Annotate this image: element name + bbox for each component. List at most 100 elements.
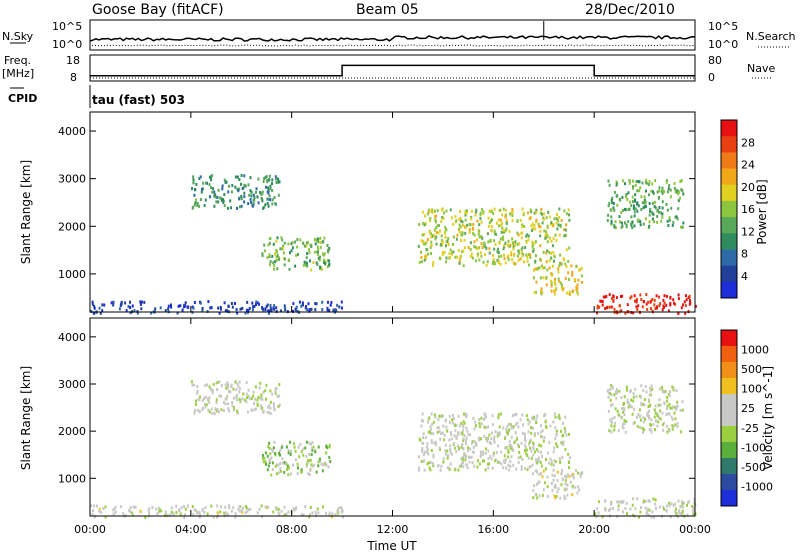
power-cell xyxy=(552,224,555,227)
velocity-cell xyxy=(632,497,635,501)
power-cell xyxy=(598,305,601,309)
power-cell xyxy=(608,183,611,187)
power-cell xyxy=(674,302,677,306)
power-cell xyxy=(604,295,607,299)
power-cell xyxy=(280,236,283,240)
power-cell xyxy=(266,202,269,205)
power-cell xyxy=(510,253,513,257)
velocity-cell xyxy=(160,509,163,513)
velocity-cell xyxy=(480,450,482,454)
power-cell xyxy=(606,219,609,222)
power-cell xyxy=(140,300,143,304)
power-cell xyxy=(526,255,529,259)
power-cell xyxy=(302,303,304,307)
power-cell xyxy=(273,264,276,268)
power-cell xyxy=(669,188,672,192)
velocity-cell xyxy=(662,505,665,509)
power-cell xyxy=(662,298,665,302)
power-cell xyxy=(553,289,556,293)
velocity-cell xyxy=(638,408,641,412)
power-cell xyxy=(501,213,504,217)
power-cell xyxy=(318,258,321,262)
colorbar-segment xyxy=(721,378,737,395)
power-cell xyxy=(553,292,556,296)
velocity-cell xyxy=(287,449,290,453)
power-cell xyxy=(493,247,496,251)
power-cell xyxy=(652,190,654,194)
power-cell xyxy=(565,212,568,216)
power-cell xyxy=(572,289,575,293)
power-cell xyxy=(272,306,275,310)
velocity-cell xyxy=(562,443,565,446)
velocity-cell xyxy=(158,509,161,513)
power-cell xyxy=(636,209,639,213)
power-cell xyxy=(187,305,190,309)
velocity-cell xyxy=(244,511,247,515)
power-cell xyxy=(563,234,566,238)
power-cell xyxy=(513,252,516,256)
velocity-cell xyxy=(540,430,543,434)
velocity-cell xyxy=(541,493,544,497)
velocity-cell xyxy=(630,405,633,408)
velocity-cell xyxy=(534,469,537,473)
velocity-cell xyxy=(256,511,259,515)
velocity-cell xyxy=(289,440,291,444)
velocity-cell xyxy=(665,508,668,512)
power-cell xyxy=(663,301,666,305)
power-cell xyxy=(271,182,273,185)
velocity-cell xyxy=(430,439,433,442)
power-cell xyxy=(236,311,239,315)
power-cell xyxy=(249,189,252,193)
velocity-cell xyxy=(450,452,453,456)
freq-trace xyxy=(90,64,695,79)
velocity-cell xyxy=(496,434,499,438)
velocity-cell xyxy=(453,434,456,438)
power-cell xyxy=(327,250,330,254)
velocity-cell xyxy=(648,428,651,432)
velocity-cell xyxy=(465,414,468,418)
power-cell xyxy=(499,262,502,266)
power-cell xyxy=(612,298,615,302)
power-cell xyxy=(496,247,499,251)
velocity-cell xyxy=(517,461,520,464)
power-cell xyxy=(422,240,425,244)
velocity-cell xyxy=(487,449,490,453)
velocity-cell xyxy=(647,405,650,408)
power-cell xyxy=(282,246,285,250)
power-cell xyxy=(668,216,671,220)
power-cell xyxy=(236,175,239,179)
power-cell xyxy=(517,249,520,253)
power-cell xyxy=(206,181,208,185)
velocity-cell xyxy=(560,471,563,475)
power-cell xyxy=(529,255,532,259)
power-cell xyxy=(435,242,438,246)
velocity-cell xyxy=(245,392,248,396)
power-cell xyxy=(580,274,583,278)
colorbar-segment xyxy=(721,152,737,170)
velocity-cell xyxy=(460,461,463,465)
velocity-cell xyxy=(204,506,207,509)
power-cell xyxy=(304,306,307,310)
velocity-cell xyxy=(653,415,656,419)
velocity-cell xyxy=(483,459,485,463)
velocity-cell xyxy=(199,395,201,399)
velocity-cell xyxy=(515,438,518,441)
velocity-cell xyxy=(642,415,645,419)
power-cell xyxy=(633,224,636,228)
power-cell xyxy=(632,311,635,315)
power-cell xyxy=(673,186,676,190)
velocity-cell xyxy=(241,510,244,514)
velocity-cell xyxy=(295,506,298,510)
power-cell xyxy=(658,295,660,299)
freq-panel-frame xyxy=(89,54,696,82)
power-cell xyxy=(210,306,213,310)
power-cell xyxy=(478,229,481,233)
power-cell xyxy=(291,246,294,250)
velocity-cell xyxy=(555,429,558,433)
velocity-cell xyxy=(316,507,319,511)
velocity-cell xyxy=(309,467,312,471)
power-cell xyxy=(260,197,263,201)
power-cell xyxy=(120,302,123,306)
velocity-cell xyxy=(310,442,312,446)
velocity-cell xyxy=(508,440,511,444)
